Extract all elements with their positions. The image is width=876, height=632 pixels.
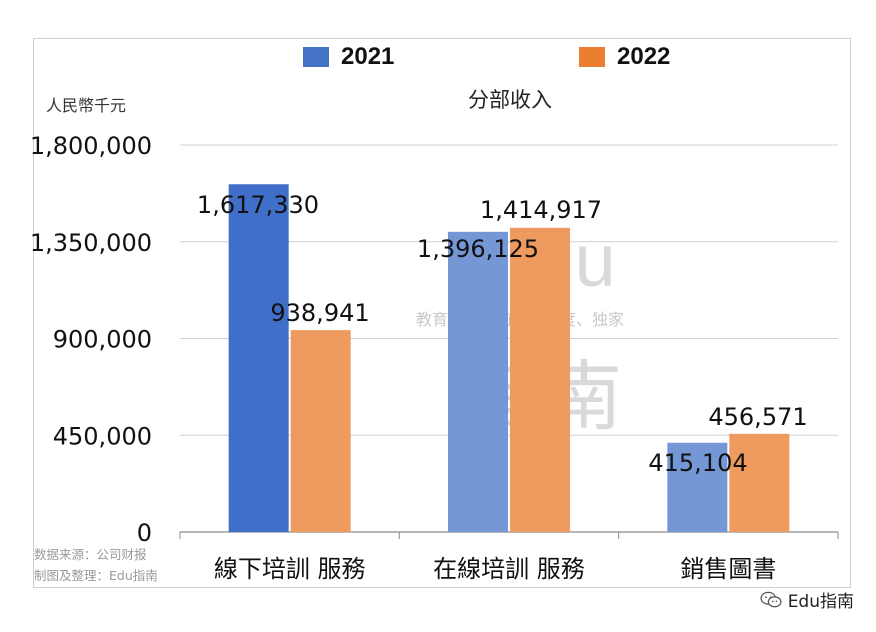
y-tick-label: 1,800,000 [30, 132, 152, 160]
bar-2022 [290, 330, 351, 532]
data-label: 1,414,917 [480, 196, 602, 224]
legend-item-2021: 2021 [303, 40, 394, 74]
credit-note: 制图及整理：Edu指南 [34, 568, 158, 583]
bar-2022 [729, 433, 790, 532]
bar-2021 [667, 442, 728, 532]
y-tick-label: 900,000 [53, 326, 152, 354]
legend-label-2022: 2022 [617, 43, 671, 70]
y-axis-label: 人民幣千元 [46, 96, 127, 115]
chart-title: 分部收入 [468, 88, 552, 112]
data-label: 415,104 [648, 449, 747, 477]
y-tick-label: 0 [137, 519, 152, 547]
x-tick-label: 線下培訓 服務 [214, 555, 366, 583]
footer-brand-text: Edu指南 [787, 592, 854, 612]
data-label: 1,617,330 [197, 191, 319, 219]
legend-label-2021: 2021 [341, 43, 395, 70]
bar-2022 [510, 227, 570, 532]
x-tick-label: 銷售圖書 [680, 555, 776, 583]
bar-2021 [228, 184, 289, 532]
chat-bubbles-icon [760, 591, 782, 607]
legend-swatch-2021 [303, 47, 329, 67]
source-note: 数据来源：公司财报 [34, 547, 147, 562]
data-label: 1,396,125 [417, 235, 539, 263]
footer-brand: Edu指南 [760, 587, 854, 612]
y-tick-label: 450,000 [53, 422, 152, 450]
x-tick-label: 在線培訓 服務 [433, 555, 585, 583]
y-tick-label: 1,350,000 [30, 229, 152, 257]
bar-2021 [448, 231, 508, 532]
legend-item-2022: 2022 [579, 40, 670, 74]
data-label: 938,941 [270, 299, 369, 327]
legend-swatch-2022 [579, 47, 605, 67]
chart-frame [33, 38, 851, 588]
data-label: 456,571 [708, 403, 807, 431]
